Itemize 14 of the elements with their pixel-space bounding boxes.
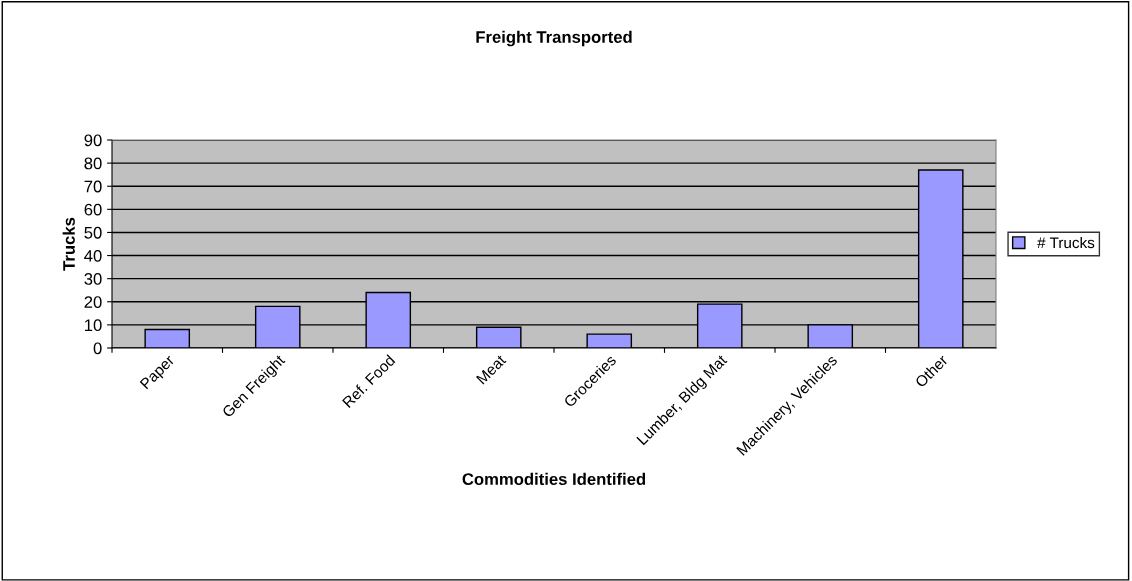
y-tick-label: 10 bbox=[85, 319, 102, 332]
x-axis-title: Commodities Identified bbox=[462, 472, 646, 486]
y-tick-label: 90 bbox=[84, 134, 102, 147]
y-tick-label: 80 bbox=[84, 157, 102, 170]
chart-title: Freight Transported bbox=[476, 30, 632, 47]
legend-label: # Trucks bbox=[1037, 236, 1095, 249]
y-tick-label: 50 bbox=[84, 226, 102, 239]
y-tick-label: 20 bbox=[84, 296, 102, 308]
y-axis-title: Trucks bbox=[62, 217, 75, 271]
y-tick-label: 30 bbox=[84, 273, 102, 285]
y-tick-label: 0 bbox=[93, 342, 102, 355]
y-tick-label: 70 bbox=[84, 180, 102, 193]
y-tick-label: 40 bbox=[84, 249, 102, 262]
y-tick-label: 60 bbox=[84, 203, 102, 216]
